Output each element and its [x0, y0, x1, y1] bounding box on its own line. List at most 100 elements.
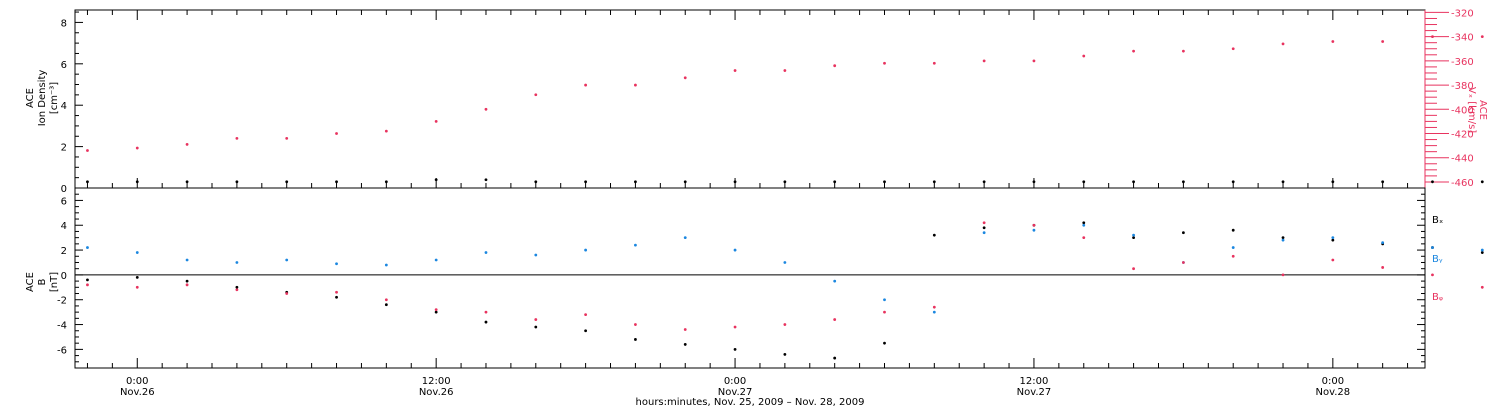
by-point	[384, 263, 388, 267]
density-point	[833, 180, 837, 184]
b-ylabel-line1: ACE	[25, 272, 36, 292]
bz-point	[1132, 267, 1135, 271]
bz-point	[235, 288, 239, 292]
b-tick-label: 2	[61, 246, 67, 257]
vx-point	[534, 93, 538, 97]
bottom-panel-frame	[74, 187, 1426, 369]
bz-point	[384, 298, 388, 302]
by-point	[86, 246, 89, 249]
by-point	[434, 258, 438, 262]
by-series	[86, 223, 1484, 314]
vx-point	[733, 69, 737, 72]
density-point	[285, 180, 289, 184]
b-tick-label: -6	[57, 345, 67, 356]
x-tick-date-label: Nov.26	[419, 387, 454, 398]
density-point	[982, 180, 986, 184]
vx-point	[883, 61, 886, 65]
vx-tick-label: -440	[1451, 154, 1474, 165]
vx-point	[1082, 54, 1086, 58]
density-point	[634, 180, 637, 184]
vx-point	[285, 136, 289, 140]
density-point	[1431, 180, 1434, 184]
bx-point	[335, 295, 338, 299]
x-tick-date-label: Nov.27	[718, 387, 753, 398]
density-point	[1381, 180, 1385, 184]
by-point	[1281, 238, 1285, 242]
density-point	[484, 178, 488, 182]
density-point	[1082, 180, 1086, 184]
bz-point	[932, 305, 936, 309]
bz-point	[1480, 285, 1484, 289]
by-point	[733, 248, 737, 252]
vx-point	[434, 120, 438, 123]
bx-point	[1231, 228, 1235, 232]
vx-point	[683, 76, 687, 80]
bz-point	[335, 290, 338, 294]
by-point	[135, 251, 139, 254]
density-ylabel-line2: Ion Density	[37, 70, 48, 127]
bz-point	[86, 283, 89, 287]
vx-point	[335, 132, 338, 135]
x-tick-date-label: Nov.26	[120, 387, 155, 398]
by-point	[534, 253, 538, 257]
by-point	[185, 258, 189, 262]
by-point	[1331, 236, 1335, 240]
x-tick-time-label: 0:00	[724, 376, 746, 387]
bz-point	[1381, 266, 1385, 269]
density-point	[1231, 180, 1235, 184]
b-ylabel-line3: [nT]	[49, 272, 60, 292]
density-ylabel-line1: ACE	[25, 88, 36, 108]
x-tick-time-label: 0:00	[126, 376, 148, 387]
bx-point	[484, 320, 488, 324]
bz-point	[1231, 254, 1235, 258]
bz-point	[1032, 223, 1036, 227]
bx-point	[135, 275, 139, 279]
bz-point	[683, 328, 687, 331]
by-point	[335, 262, 338, 266]
bx-point	[634, 338, 637, 341]
vx-point	[982, 59, 986, 63]
density-point	[883, 180, 886, 184]
vx-point	[584, 83, 588, 87]
by-point	[1082, 223, 1086, 227]
by-point	[1231, 246, 1235, 249]
density-point	[683, 180, 687, 184]
x-tick-date-label: Nov.28	[1316, 387, 1351, 398]
by-point	[883, 298, 886, 302]
vx-tick-label: -360	[1451, 57, 1474, 68]
vx-point	[1032, 59, 1036, 63]
bz-point	[833, 318, 837, 321]
bz-point	[1281, 273, 1285, 277]
b-tick-label: 4	[61, 221, 67, 232]
vx-tick-label: -460	[1451, 178, 1474, 189]
bz-point	[484, 310, 488, 314]
by-point	[982, 231, 986, 235]
bx-point	[733, 347, 737, 351]
by-point	[783, 261, 787, 264]
density-tick-label: 2	[61, 143, 67, 154]
bz-point	[1431, 273, 1434, 277]
top-panel-frame	[74, 9, 1426, 189]
vx-point	[932, 61, 936, 65]
vx-series	[86, 35, 1484, 152]
bx-point	[883, 341, 886, 345]
bz-point	[434, 308, 438, 312]
density-point	[584, 180, 588, 184]
vx-tick-label: -340	[1451, 33, 1474, 44]
by-point	[1132, 233, 1135, 237]
bz-point	[883, 310, 886, 314]
bx-point	[384, 303, 388, 307]
bz-point	[1181, 261, 1185, 264]
b-tick-label: 6	[61, 196, 67, 207]
density-point	[235, 180, 239, 184]
density-tick-label: 8	[61, 18, 67, 29]
by-point	[285, 258, 289, 262]
bz-point	[135, 285, 139, 289]
time-axis: 0:00Nov.2612:00Nov.260:00Nov.2712:00Nov.…	[86, 10, 1409, 398]
vx-point	[833, 64, 837, 68]
b-tick-label: -4	[57, 321, 67, 332]
density-point	[1281, 180, 1285, 184]
vx-point	[1331, 40, 1335, 43]
vx-ylabel-line1: ACE	[1477, 100, 1488, 120]
